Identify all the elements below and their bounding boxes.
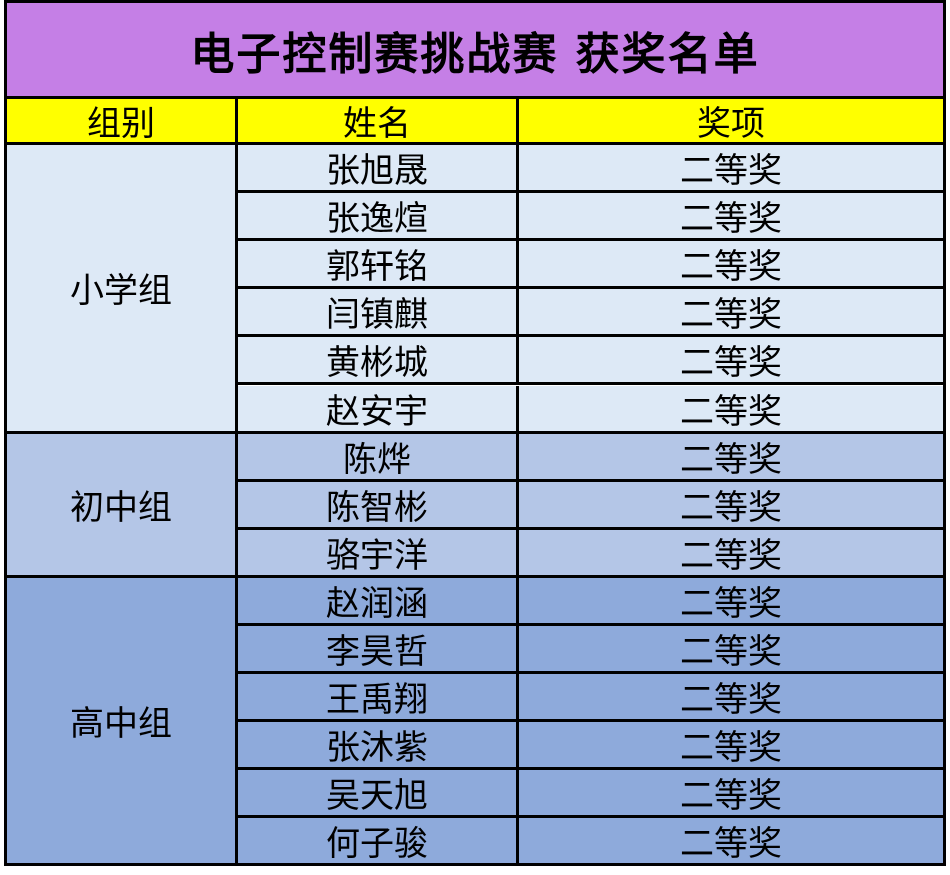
- award-cell: 二等奖: [519, 577, 943, 626]
- group-cell: 小学组: [7, 145, 238, 434]
- name-cell: 骆宇洋: [238, 529, 519, 578]
- award-cell: 二等奖: [519, 626, 943, 675]
- name-cell: 何子骏: [238, 818, 519, 867]
- name-cell: 陈烨: [238, 433, 519, 482]
- header-name: 姓名: [238, 99, 519, 145]
- name-cell: 赵安宇: [238, 385, 519, 434]
- award-cell: 二等奖: [519, 337, 943, 386]
- award-cell: 二等奖: [519, 145, 943, 194]
- award-cell: 二等奖: [519, 722, 943, 771]
- name-cell: 陈智彬: [238, 481, 519, 530]
- award-cell: 二等奖: [519, 289, 943, 338]
- name-cell: 闫镇麒: [238, 289, 519, 338]
- header-award: 奖项: [519, 99, 943, 145]
- award-cell: 二等奖: [519, 529, 943, 578]
- name-cell: 黄彬城: [238, 337, 519, 386]
- award-cell: 二等奖: [519, 193, 943, 242]
- name-cell: 张逸煊: [238, 193, 519, 242]
- name-cell: 吴天旭: [238, 770, 519, 819]
- name-cell: 王禹翔: [238, 674, 519, 723]
- award-cell: 二等奖: [519, 241, 943, 290]
- award-cell: 二等奖: [519, 385, 943, 434]
- group-cell: 初中组: [7, 433, 238, 578]
- name-cell: 张旭晟: [238, 145, 519, 194]
- award-cell: 二等奖: [519, 818, 943, 867]
- name-cell: 张沐紫: [238, 722, 519, 771]
- table-title: 电子控制赛挑战赛 获奖名单: [7, 3, 943, 99]
- award-cell: 二等奖: [519, 481, 943, 530]
- header-group: 组别: [7, 99, 238, 145]
- name-cell: 赵润涵: [238, 577, 519, 626]
- award-table: 电子控制赛挑战赛 获奖名单 组别 姓名 奖项 小学组 张旭晟 二等奖 张逸煊 二等奖 郭轩…: [4, 0, 946, 867]
- award-cell: 二等奖: [519, 433, 943, 482]
- name-cell: 郭轩铭: [238, 241, 519, 290]
- name-cell: 李昊哲: [238, 626, 519, 675]
- award-cell: 二等奖: [519, 770, 943, 819]
- award-cell: 二等奖: [519, 674, 943, 723]
- group-cell: 高中组: [7, 577, 238, 867]
